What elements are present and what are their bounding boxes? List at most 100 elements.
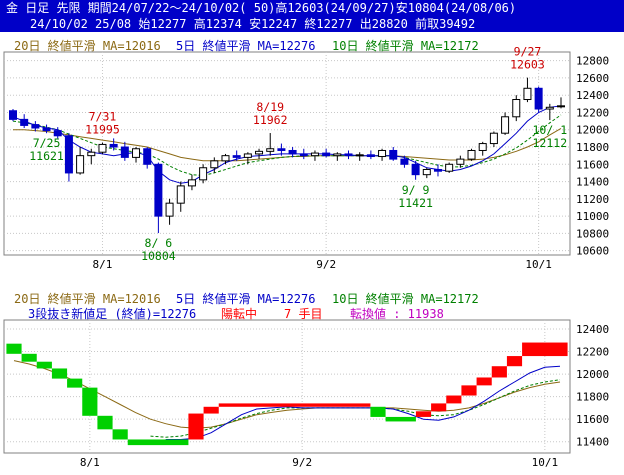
candle-body (523, 87, 532, 101)
candle-body (355, 154, 364, 157)
candle-body (120, 146, 129, 158)
tlb-brick (446, 395, 462, 404)
candle-y-tick: 12600 (576, 72, 609, 85)
candle-body (76, 155, 85, 174)
candle-body (557, 105, 565, 108)
tlb-brick (415, 411, 432, 417)
ma20-legend: 20日 終値平滑 MA=12016 (14, 39, 161, 53)
annotation-date: 7/31 (89, 110, 117, 124)
tlb-brick (491, 366, 507, 378)
threeline-reversal: 転換値 : 11938 (350, 307, 444, 321)
tlb-frame (3, 319, 571, 454)
tlb-brick (385, 416, 416, 422)
candle-body (310, 152, 319, 157)
candle-body (512, 99, 521, 118)
candle-body (165, 202, 174, 217)
annotation-value: 12112 (533, 136, 568, 150)
candle-panel: 10600 10800 11000 11200 11400 11600 11800 12000… (3, 45, 609, 271)
candle-body (411, 163, 420, 176)
tlb-brick (522, 342, 568, 357)
candle-y-tick: 11000 (576, 210, 609, 223)
annotation-date: 10/ 1 (533, 123, 568, 137)
candle-y-tick: 12400 (576, 89, 609, 102)
tlb-brick (188, 413, 204, 440)
tlb-brick (6, 343, 22, 354)
ma10-legend-bottom: 10日 終値平滑 MA=12172 (332, 292, 479, 306)
tlb-brick (36, 361, 52, 369)
threeline-status: 陽転中 (221, 307, 258, 321)
candle-body (243, 153, 252, 158)
candle-body (456, 158, 465, 165)
annotation-date: 7/25 (33, 136, 61, 150)
candle-body (199, 167, 208, 181)
annotation-value: 11421 (398, 196, 433, 210)
candle-y-tick: 12800 (576, 55, 609, 68)
tlb-brick (431, 403, 447, 412)
tlb-brick (82, 387, 98, 416)
annotation-value: 11962 (253, 113, 288, 127)
candle-body (266, 148, 275, 152)
candle-body (143, 148, 152, 165)
candle-body (400, 158, 409, 165)
candle-body (344, 153, 353, 157)
tlb-x-tick: 8/1 (80, 456, 100, 469)
annotation-value: 11995 (85, 123, 120, 137)
candle-body (478, 143, 487, 151)
candle-body (109, 143, 118, 148)
candle-body (53, 130, 62, 137)
candle-body (255, 150, 264, 155)
candle-body (534, 87, 543, 110)
candle-body (422, 168, 431, 176)
candle-body (501, 116, 510, 134)
candle-x-tick: 8/1 (93, 258, 113, 271)
candle-body (221, 155, 230, 162)
annotation-date: 9/27 (514, 45, 542, 59)
tlb-brick (21, 353, 37, 362)
ma10-legend: 10日 終値平滑 MA=12172 (332, 39, 479, 53)
annotation-date: 9/ 9 (402, 183, 430, 197)
candle-body (154, 163, 163, 217)
candle-body (467, 149, 476, 160)
candle-body (42, 127, 51, 132)
threeline-count: 7 手目 (284, 307, 323, 321)
candle-body (445, 163, 454, 172)
annotation-date: 8/ 6 (145, 236, 173, 250)
tlb-ma5-line (165, 365, 561, 440)
candle-body (389, 149, 398, 160)
tlb-x-tick: 9/2 (292, 456, 312, 469)
annotation-value: 10804 (141, 249, 176, 263)
candle-x-tick: 10/1 (525, 258, 552, 271)
candle-body (87, 151, 96, 157)
tlb-brick (506, 356, 523, 367)
candle-body (9, 110, 17, 120)
candle-y-tick: 11600 (576, 158, 609, 171)
annotation-value: 11621 (29, 149, 64, 163)
candle-x-tick: 9/2 (316, 258, 336, 271)
candle-body (322, 152, 331, 157)
ma5-line (12, 105, 562, 184)
ma5-legend-bottom: 5日 終値平滑 MA=12276 (176, 292, 316, 306)
candle-body (64, 135, 73, 174)
tlb-brick (218, 403, 371, 407)
candle-body (545, 106, 554, 110)
candle-y-tick: 11800 (576, 141, 609, 154)
candle-y-tick: 12000 (576, 124, 609, 137)
candle-body (176, 185, 185, 204)
candle-body (210, 160, 219, 169)
header-line-2: 24/10/02 25/08 始12277 高12374 安12247 終122… (30, 17, 476, 31)
tlb-y-tick: 12200 (576, 346, 609, 359)
tlb-brick (461, 385, 477, 396)
candle-y-tick: 12200 (576, 106, 609, 119)
tlb-brick (370, 406, 386, 417)
tlb-ma20-line (13, 360, 561, 429)
candle-body (333, 153, 342, 157)
tlb-brick (127, 439, 189, 446)
ma5-legend: 5日 終値平滑 MA=12276 (176, 39, 316, 53)
candle-y-tick: 10600 (576, 245, 609, 258)
tlb-x-tick: 10/1 (532, 456, 559, 469)
tlb-y-tick: 11600 (576, 413, 609, 426)
annotation-value: 12603 (510, 58, 545, 72)
candle-y-tick: 11400 (576, 176, 609, 189)
annotation-date: 8/19 (256, 100, 284, 114)
candle-body (98, 143, 107, 153)
